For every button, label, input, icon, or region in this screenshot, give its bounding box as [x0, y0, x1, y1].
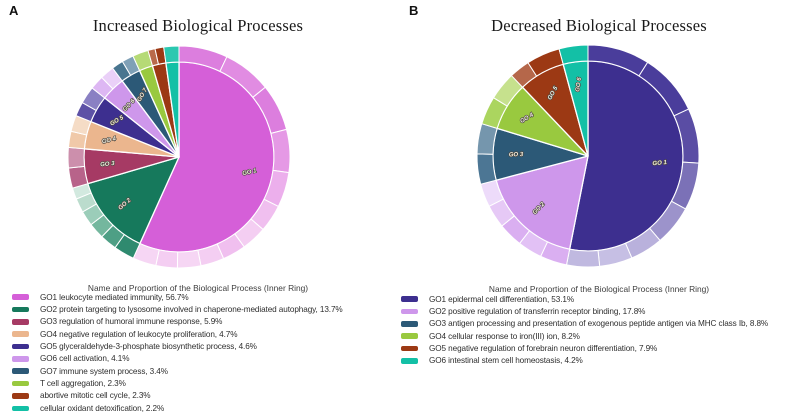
slice-label: GO 1: [652, 160, 668, 167]
legend-item: GO3 antigen processing and presentation …: [401, 318, 768, 330]
legend-swatch: [12, 393, 29, 399]
panel-letter-b: B: [409, 3, 419, 18]
legend-item: GO6 intestinal stem cell homeostasis, 4.…: [401, 355, 768, 367]
legend-label: GO4 negative regulation of leukocyte pro…: [40, 329, 238, 339]
legend-item: GO6 cell activation, 4.1%: [12, 353, 343, 365]
legend-item: GO5 negative regulation of forebrain neu…: [401, 342, 768, 354]
legend-swatch: [12, 319, 29, 325]
pie-outer-segment: [476, 153, 497, 185]
legend-item: GO4 negative regulation of leukocyte pro…: [12, 328, 343, 340]
legend-label: GO6 intestinal stem cell homeostasis, 4.…: [429, 356, 583, 366]
pie-chart-increased: GO 1GO 2GO 3GO 4GO 5GO 6GO 7: [67, 45, 291, 269]
legend-swatch: [12, 368, 29, 374]
legend-swatch: [401, 308, 418, 315]
legend-item: GO2 protein targeting to lysosome involv…: [12, 303, 343, 315]
legend-item: GO4 cellular response to iron(III) ion, …: [401, 330, 768, 342]
legend-title-increased: Name and Proportion of the Biological Pr…: [87, 283, 309, 293]
chart-title-decreased: Decreased Biological Processes: [491, 16, 707, 35]
slice-label: GO 3: [100, 161, 116, 168]
pie-outer-segment: [566, 248, 601, 268]
legend-item: GO7 immune system process, 3.4%: [12, 365, 343, 377]
legend-swatch: [401, 296, 418, 302]
pie-outer-segment: [67, 146, 85, 169]
legend-item: GO1 epidermal cell differentiation, 53.1…: [401, 293, 768, 305]
pie-outer-segment: [176, 249, 202, 269]
legend-swatch: [401, 358, 418, 364]
legend-item: abortive mitotic cell cycle, 2.3%: [12, 390, 343, 402]
legend-swatch: [12, 380, 29, 387]
legend-swatch: [12, 331, 29, 337]
pie-outer-segment: [558, 44, 589, 65]
legend-swatch: [401, 345, 418, 352]
legend-swatch: [401, 333, 418, 339]
slice-label: GO 1: [242, 168, 258, 177]
legend-label: GO3 regulation of humoral immune respons…: [40, 317, 223, 327]
legend-label: T cell aggregation, 2.3%: [40, 379, 126, 389]
legend-item: GO1 leukocyte mediated immunity, 56.7%: [12, 291, 343, 303]
chart-title-increased: Increased Biological Processes: [92, 16, 304, 35]
legend-item: GO5 glyceraldehyde-3-phosphate biosynthe…: [12, 340, 343, 352]
legend-label: GO5 negative regulation of forebrain neu…: [429, 344, 658, 354]
legend-label: GO5 glyceraldehyde-3-phosphate biosynthe…: [40, 342, 257, 352]
legend-label: GO6 cell activation, 4.1%: [40, 354, 130, 364]
legend-swatch: [12, 405, 29, 412]
legend-label: GO4 cellular response to iron(III) ion, …: [429, 331, 580, 341]
legend-swatch: [12, 306, 29, 313]
panel-letter-a: A: [9, 3, 19, 18]
legend-label: GO3 antigen processing and presentation …: [429, 319, 769, 329]
legend-label: GO2 positive regulation of transferrin r…: [429, 307, 646, 317]
slice-label: GO 6: [575, 77, 583, 93]
pie-chart-decreased: GO 1GO 2GO 3GO 4GO 5GO 6: [476, 44, 700, 268]
legend-label: GO7 immune system process, 3.4%: [40, 366, 168, 376]
legend-label: GO2 protein targeting to lysosome involv…: [40, 305, 343, 315]
legend-swatch: [12, 356, 29, 362]
legend-label: cellular oxidant detoxification, 2.2%: [40, 403, 165, 413]
legend-increased: GO1 leukocyte mediated immunity, 56.7% GO…: [12, 291, 343, 414]
pie-outer-segment: [270, 128, 291, 174]
pie-outer-segment: [68, 165, 89, 189]
slice-label: GO 3: [509, 152, 524, 158]
slice-label: GO 4: [101, 136, 117, 145]
legend-swatch: [401, 321, 418, 327]
legend-item: GO2 positive regulation of transferrin r…: [401, 305, 768, 317]
pie-outer-segment: [163, 45, 180, 64]
legend-swatch: [12, 294, 29, 300]
legend-item: cellular oxidant detoxification, 2.2%: [12, 402, 343, 414]
legend-item: GO3 regulation of humoral immune respons…: [12, 316, 343, 328]
legend-decreased: GO1 epidermal cell differentiation, 53.1…: [401, 293, 768, 367]
legend-item: T cell aggregation, 2.3%: [12, 377, 343, 389]
legend-title-decreased: Name and Proportion of the Biological Pr…: [488, 284, 710, 294]
legend-swatch: [12, 343, 29, 350]
legend-label: GO1 epidermal cell differentiation, 53.1…: [429, 294, 575, 304]
legend-label: abortive mitotic cell cycle, 2.3%: [40, 391, 151, 401]
legend-label: GO1 leukocyte mediated immunity, 56.7%: [40, 292, 189, 302]
